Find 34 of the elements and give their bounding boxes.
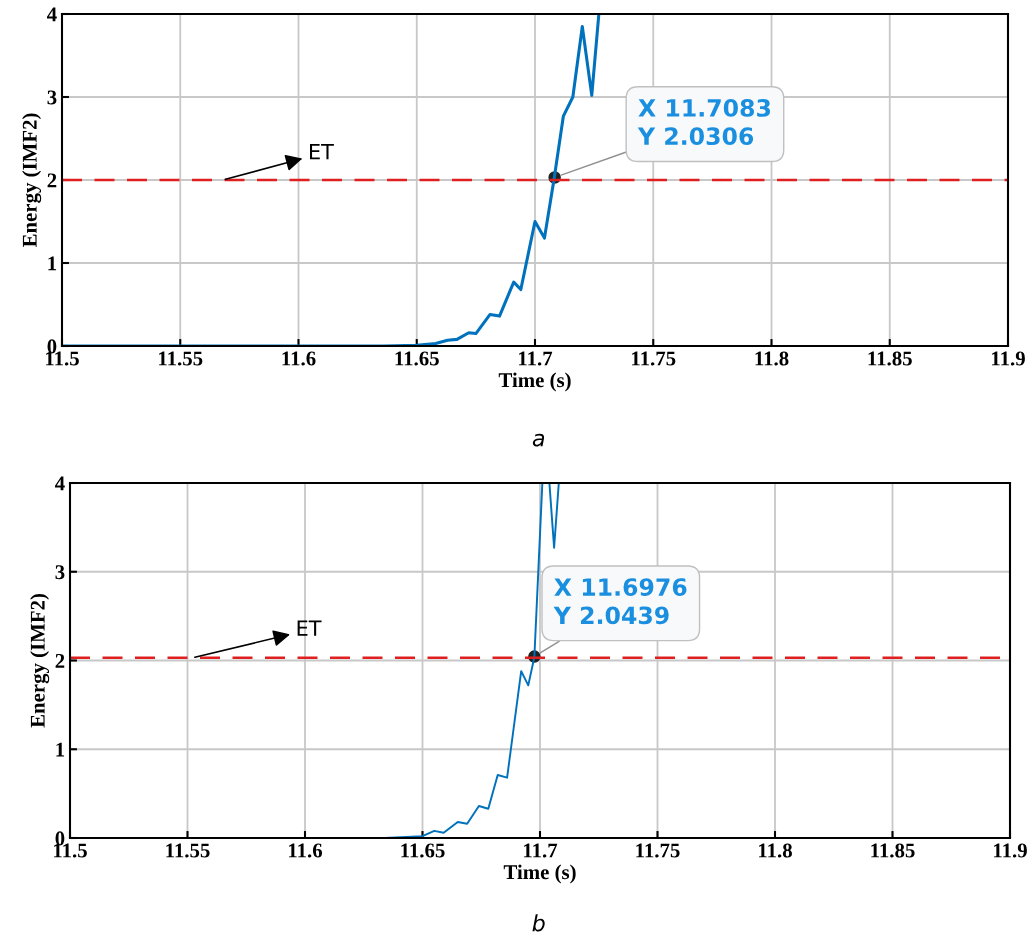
x-tick-label: 11.55 bbox=[159, 351, 203, 366]
x-tick-label: 11.85 bbox=[871, 843, 915, 858]
y-tick-label: 3 bbox=[55, 565, 65, 580]
text: b bbox=[532, 914, 545, 932]
x-axis-title: Time (s) bbox=[498, 372, 571, 392]
ref-line-label: ET bbox=[297, 620, 322, 636]
x-tick-label: 11.8 bbox=[755, 351, 789, 366]
x-tick-label: 11.55 bbox=[166, 843, 210, 858]
x-tick-label: 11.65 bbox=[401, 843, 445, 858]
annotation: X 11.7083 Y 2.0306 bbox=[637, 99, 771, 146]
y-tick-label: 2 bbox=[47, 173, 57, 188]
x-axis-title: Time (s) bbox=[503, 864, 576, 884]
x-tick-label: 11.75 bbox=[632, 351, 676, 366]
ref-line-label: ET bbox=[310, 144, 334, 160]
x-tick-label: 11.6 bbox=[289, 843, 323, 858]
y-axis-title: Energy (IMF2) bbox=[30, 594, 50, 728]
y-tick-label: 1 bbox=[56, 742, 65, 757]
x-tick-label: 11.7 bbox=[519, 351, 553, 366]
x-tick-label: 11.75 bbox=[636, 843, 680, 858]
y-tick-label: 4 bbox=[55, 476, 65, 491]
x-tick-label: 11.9 bbox=[994, 843, 1027, 858]
x-tick-label: 11.9 bbox=[992, 351, 1025, 366]
y-tick-label: 1 bbox=[48, 256, 57, 271]
y-tick-label: 4 bbox=[47, 7, 57, 22]
y-tick-label: 2 bbox=[55, 653, 65, 668]
x-tick-label: 11.8 bbox=[759, 843, 792, 858]
x-tick-label: 11.65 bbox=[395, 351, 439, 366]
text: a bbox=[532, 433, 545, 447]
y-tick-label: 3 bbox=[47, 90, 57, 105]
x-tick-label: 11.6 bbox=[282, 351, 316, 366]
y-axis-title: Energy (IMF2) bbox=[22, 113, 42, 248]
x-tick-label: 11.85 bbox=[868, 351, 912, 366]
x-tick-label: 11.7 bbox=[524, 843, 558, 858]
annotation: X 11.6976 Y 2.0439 bbox=[553, 578, 687, 625]
